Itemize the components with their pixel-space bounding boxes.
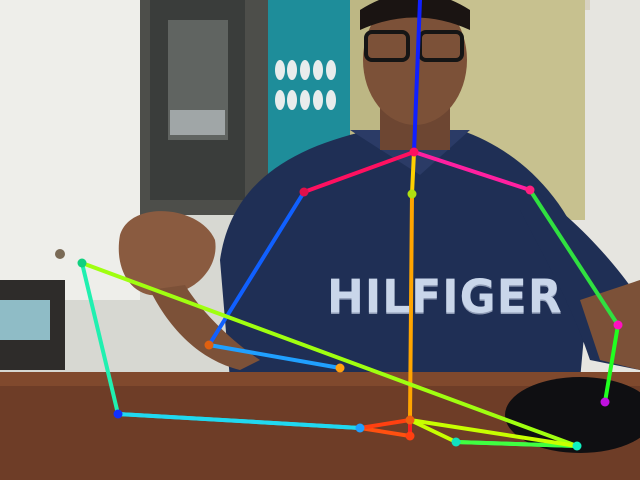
joint-spine-mid [407,189,417,199]
bone-left-elbow-left-wrist [603,323,620,404]
bone-head-top-neck [412,0,422,154]
shirt-print: HILFIGER [327,270,563,325]
bone-neck-right-shoulder [302,150,416,194]
joint-foot-left [77,258,87,268]
bone-foot-right-foot-left [80,261,120,416]
skeleton-bones [80,0,620,448]
joint-neck [409,147,419,157]
skeleton-joints [77,147,623,451]
joint-knee-left [572,441,582,451]
joint-right-shoulder [299,187,309,197]
joint-right-wrist [335,363,345,373]
bone-pelvis-hip-left [408,418,458,444]
person-shirt [220,130,590,380]
bone-hip-left-knee-left [454,440,579,448]
bone-neck-spine-mid [410,150,416,196]
joint-hip-right [405,431,415,441]
bone-hip-right-knee-right [358,426,412,438]
bone-pelvis-knee-left [408,418,579,448]
joint-left-shoulder [525,185,535,195]
bone-knee-right-pelvis [358,418,412,430]
joint-left-wrist [600,397,610,407]
joint-foot-right [113,409,123,419]
joint-knee-right [355,423,365,433]
raised-hand [118,211,216,296]
joint-pelvis [405,415,415,425]
bone-left-shoulder-left-elbow [528,188,620,327]
bone-neck-left-shoulder [412,150,532,192]
joint-left-elbow [613,320,623,330]
joint-hip-left [451,437,461,447]
bone-right-shoulder-right-elbow [207,190,306,347]
bone-knee-right-foot-right [116,412,362,430]
bone-right-elbow-right-wrist [207,343,342,370]
joint-right-elbow [204,340,214,350]
bone-knee-left-foot-left [80,261,579,448]
